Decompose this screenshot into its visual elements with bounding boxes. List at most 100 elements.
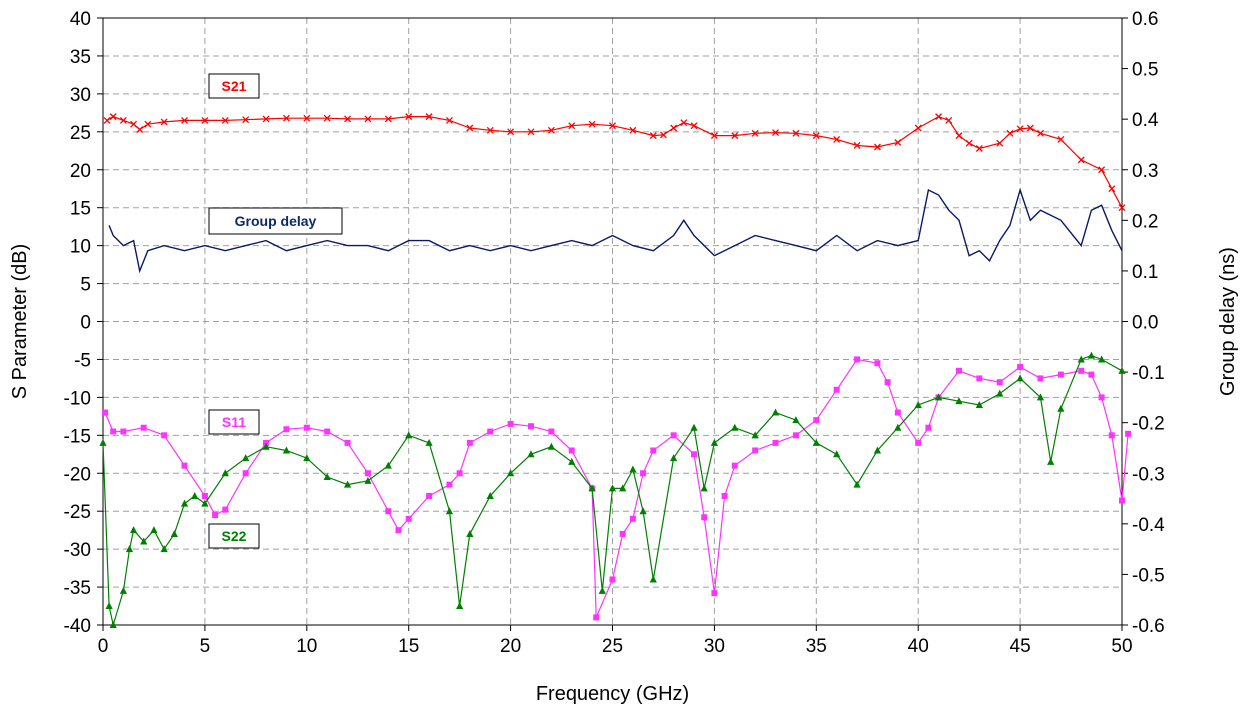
x-axis-title: Frequency (GHz) (536, 683, 689, 705)
data-point (201, 499, 209, 507)
data-point (792, 432, 799, 439)
data-point (700, 484, 708, 492)
y-tick-label: -5 (74, 350, 91, 371)
data-point (343, 480, 352, 488)
data-point (303, 454, 311, 462)
series-line-s21 (106, 115, 1123, 208)
label-box-text: S21 (222, 78, 247, 94)
data-point (976, 375, 983, 382)
y2-tick-label: 0.4 (1132, 110, 1159, 131)
data-point (670, 454, 678, 462)
y-tick-label: -40 (64, 616, 91, 637)
data-point (119, 116, 127, 124)
data-point (242, 470, 249, 477)
data-point (191, 492, 199, 500)
y-tick-label: -25 (64, 502, 91, 523)
data-point (405, 515, 412, 522)
y-tick-label: 35 (70, 47, 91, 68)
data-point (130, 120, 138, 128)
data-point (925, 424, 932, 431)
label-box-text: S11 (222, 414, 246, 430)
data-point (405, 431, 413, 439)
data-point (364, 470, 371, 477)
data-point (568, 447, 575, 454)
data-point (527, 423, 534, 430)
data-point (588, 484, 596, 492)
y-tick-label: 25 (70, 123, 91, 144)
data-point (772, 439, 779, 446)
data-point (833, 450, 841, 458)
data-point (873, 143, 881, 151)
data-point (486, 492, 494, 500)
data-point (221, 469, 229, 477)
data-point (854, 356, 861, 363)
data-point (547, 442, 555, 450)
data-point (456, 470, 463, 477)
y-tick-label: -20 (64, 464, 91, 485)
data-point (711, 590, 718, 597)
y-tick-label: -35 (64, 578, 91, 599)
x-tick-label: 25 (602, 636, 623, 657)
data-point (650, 447, 657, 454)
y-tick-label: 30 (70, 85, 91, 106)
y2-tick-label: -0.2 (1132, 414, 1165, 435)
data-point (161, 432, 168, 439)
data-point (547, 126, 555, 134)
y-tick-label: -30 (64, 540, 91, 561)
data-point (1036, 393, 1045, 401)
data-point (102, 409, 109, 416)
data-point (965, 139, 973, 147)
data-point (425, 113, 433, 121)
data-point (996, 379, 1003, 386)
data-point (914, 400, 922, 408)
data-point (405, 113, 413, 121)
data-point (446, 481, 453, 488)
data-point (955, 397, 963, 405)
data-point (466, 439, 473, 446)
data-point (1017, 364, 1024, 371)
data-point (282, 446, 291, 454)
data-point (619, 530, 626, 537)
data-point (772, 129, 779, 137)
data-point (170, 529, 178, 537)
data-point (884, 379, 891, 386)
data-point (1108, 185, 1116, 193)
data-point (751, 129, 759, 137)
data-point (894, 409, 901, 416)
data-point (812, 438, 820, 446)
data-point (1078, 367, 1085, 374)
data-point (1088, 371, 1095, 378)
data-point (670, 124, 678, 132)
data-point (181, 462, 188, 469)
y-tick-label: 0 (80, 313, 91, 334)
data-point (364, 476, 372, 484)
data-point (212, 511, 219, 518)
data-point (262, 442, 270, 450)
label-box-frame (208, 207, 343, 235)
data-point (384, 115, 392, 123)
data-point (1087, 351, 1096, 359)
data-point (752, 447, 759, 454)
y-axis-left: -40 -35 -30 -25 -20 -15 -10 -5 0 5 10 15 20 25 30 35 40 (64, 9, 103, 637)
data-point (1108, 432, 1115, 439)
data-point (103, 116, 111, 124)
x-tick-label: 35 (806, 636, 827, 657)
data-point (201, 493, 208, 500)
y-tick-label: 40 (70, 9, 91, 30)
data-point (109, 113, 117, 121)
x-tick-label: 30 (704, 636, 725, 657)
data-point (935, 113, 943, 121)
data-point (1037, 375, 1044, 382)
data-point (129, 526, 138, 534)
data-point (731, 423, 739, 431)
y2-tick-label: 0.5 (1132, 60, 1158, 81)
data-point (813, 417, 820, 424)
y-axis-right: -0.6 -0.5 -0.4 -0.3 -0.2 -0.1 0.0 0.1 0.2 0.3 0.4 0… (1122, 9, 1165, 637)
data-point (1077, 156, 1085, 164)
y2-tick-label: 0.2 (1132, 211, 1158, 232)
data-point (1057, 404, 1065, 412)
y-tick-label: -15 (64, 426, 91, 447)
data-point (588, 120, 596, 128)
